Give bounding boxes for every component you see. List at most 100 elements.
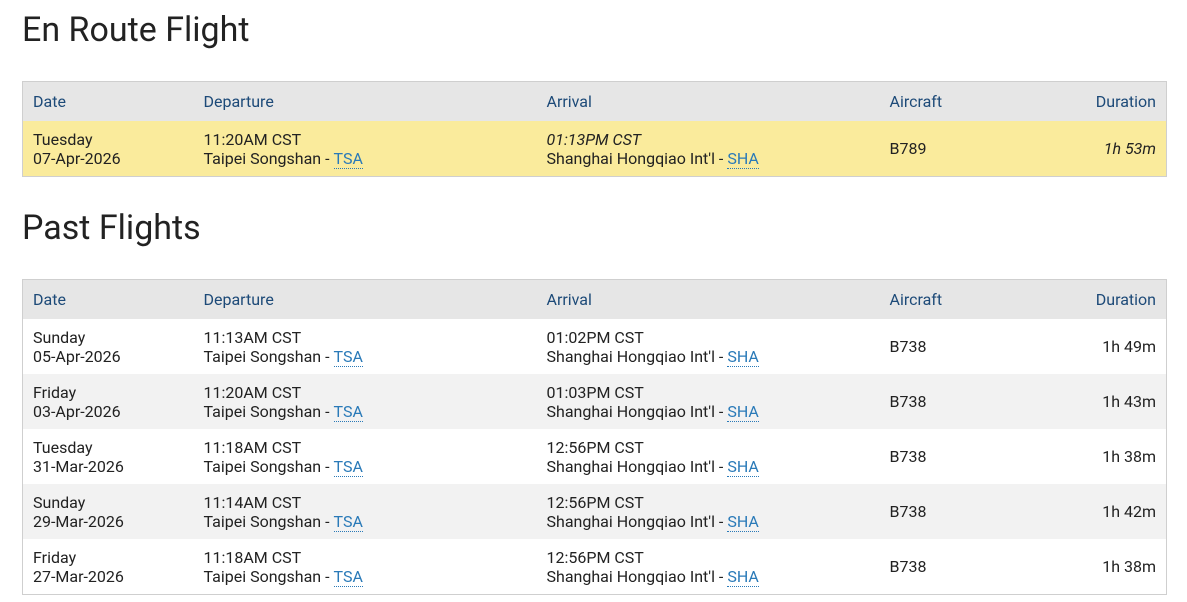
column-header: Aircraft <box>889 81 1030 121</box>
column-header: Departure <box>203 81 547 121</box>
duration: 1h 38m <box>1102 447 1156 466</box>
arrival-cell: 01:13PM CST Shanghai Hongqiao Int'l - SHA <box>547 121 890 177</box>
arrival-time: 12:56PM CST <box>546 547 644 567</box>
flight-row: Friday 27-Mar-2026 11:18AM CST Taipei Songs… <box>23 539 1167 595</box>
date-cell: Friday 27-Mar-2026 <box>23 539 204 595</box>
departure-time: 11:20AM CST <box>203 129 302 149</box>
aircraft: B738 <box>889 502 927 521</box>
aircraft: B738 <box>889 392 927 411</box>
date: 27-Mar-2026 <box>33 566 124 586</box>
airport-code-link[interactable]: SHA <box>727 566 759 587</box>
arrival-cell: 12:56PM CST Shanghai Hongqiao Int'l - SHA <box>547 429 890 484</box>
airport-code-link[interactable]: TSA <box>333 401 363 422</box>
column-header: Arrival <box>546 279 890 319</box>
airport-code-link[interactable]: SHA <box>727 401 759 422</box>
section-title: Past Flights <box>22 208 201 248</box>
airport-name: Shanghai Hongqiao Int'l - <box>546 566 724 586</box>
departure-time: 11:18AM CST <box>203 547 302 567</box>
column-header: Date <box>22 279 204 319</box>
arrival-time: 12:56PM CST <box>546 492 644 512</box>
column-header: Departure <box>203 279 547 319</box>
departure-cell: 11:20AM CST Taipei Songshan - TSA <box>204 121 547 177</box>
flight-table: Date Departure Arrival Aircraft Duration Sund… <box>22 279 1167 595</box>
airport-name: Taipei Songshan - <box>203 401 330 421</box>
airport-code-link[interactable]: TSA <box>333 456 363 477</box>
arrival-cell: 12:56PM CST Shanghai Hongqiao Int'l - SHA <box>547 484 890 539</box>
aircraft: B738 <box>889 557 927 576</box>
airport-name: Taipei Songshan - <box>203 456 330 476</box>
departure-time: 11:20AM CST <box>203 382 302 402</box>
duration: 1h 42m <box>1102 502 1156 521</box>
departure-airport: Taipei Songshan - TSA <box>203 401 547 422</box>
departure-airport: Taipei Songshan - TSA <box>204 346 547 367</box>
departure-cell: 11:18AM CST Taipei Songshan - TSA <box>204 429 547 484</box>
day: Friday <box>33 382 77 402</box>
table-body: Tuesday 07-Apr-2026 11:20AM CST Taipei Song… <box>22 121 1167 177</box>
airport-name: Shanghai Hongqiao Int'l - <box>546 148 724 168</box>
table-head: Date Departure Arrival Aircraft Duration <box>22 81 1167 121</box>
airport-code-link[interactable]: SHA <box>727 456 759 477</box>
airport-code-link[interactable]: SHA <box>727 148 759 169</box>
arrival-airport: Shanghai Hongqiao Int'l - SHA <box>547 346 890 367</box>
table-head: Date Departure Arrival Aircraft Duration <box>22 279 1167 319</box>
airport-code-link[interactable]: TSA <box>333 346 363 367</box>
column-header: Aircraft <box>889 279 1030 319</box>
section-title: En Route Flight <box>22 10 250 50</box>
duration: 1h 38m <box>1102 557 1156 576</box>
column-header: Duration <box>1029 279 1167 319</box>
arrival-airport: Shanghai Hongqiao Int'l - SHA <box>546 566 890 587</box>
date: 29-Mar-2026 <box>33 511 124 531</box>
day: Friday <box>33 547 77 567</box>
arrival-cell: 12:56PM CST Shanghai Hongqiao Int'l - SHA <box>547 539 890 595</box>
airport-code-link[interactable]: TSA <box>333 511 363 532</box>
airport-code-link[interactable]: TSA <box>333 148 363 169</box>
airport-code-link[interactable]: TSA <box>333 566 363 587</box>
flight-row: Tuesday 31-Mar-2026 11:18AM CST Taipei Song… <box>23 429 1167 484</box>
airport-name: Taipei Songshan - <box>203 148 330 168</box>
arrival-time: 01:03PM CST <box>546 382 644 402</box>
departure-cell: 11:13AM CST Taipei Songshan - TSA <box>204 319 547 374</box>
day: Tuesday <box>33 129 93 149</box>
table-body: Sunday 05-Apr-2026 11:13AM CST Taipei Songs… <box>22 319 1167 595</box>
date: 03-Apr-2026 <box>33 401 121 421</box>
aircraft: B789 <box>889 139 927 158</box>
date-cell: Tuesday 07-Apr-2026 <box>23 121 204 177</box>
flight-row: Sunday 05-Apr-2026 11:13AM CST Taipei Songs… <box>23 319 1167 374</box>
departure-time: 11:18AM CST <box>203 437 302 457</box>
column-header: Date <box>22 81 204 121</box>
duration: 1h 49m <box>1102 337 1156 356</box>
duration: 1h 53m <box>1103 139 1156 158</box>
flight-row: Sunday 29-Mar-2026 11:14AM CST Taipei Songs… <box>22 484 1167 539</box>
arrival-airport: Shanghai Hongqiao Int'l - SHA <box>546 401 890 422</box>
date-cell: Friday 03-Apr-2026 <box>23 374 204 429</box>
date: 05-Apr-2026 <box>33 346 121 366</box>
duration: 1h 43m <box>1102 392 1156 411</box>
airport-name: Shanghai Hongqiao Int'l - <box>546 511 724 531</box>
date: 31-Mar-2026 <box>33 456 124 476</box>
day: Tuesday <box>33 437 93 457</box>
departure-time: 11:14AM CST <box>203 492 302 512</box>
date-cell: Tuesday 31-Mar-2026 <box>23 429 204 484</box>
airport-name: Shanghai Hongqiao Int'l - <box>546 401 724 421</box>
departure-cell: 11:14AM CST Taipei Songshan - TSA <box>204 484 547 539</box>
airport-name: Taipei Songshan - <box>203 566 330 586</box>
day: Sunday <box>33 327 86 347</box>
arrival-airport: Shanghai Hongqiao Int'l - SHA <box>546 148 890 169</box>
arrival-time: 01:13PM CST <box>546 129 642 149</box>
day: Sunday <box>33 492 86 512</box>
flight-row: Friday 03-Apr-2026 11:20AM CST Taipei Songs… <box>22 374 1167 429</box>
date-cell: Sunday 05-Apr-2026 <box>23 319 204 374</box>
airport-code-link[interactable]: SHA <box>727 511 759 532</box>
flight-row: Tuesday 07-Apr-2026 11:20AM CST Taipei Song… <box>22 121 1167 177</box>
departure-airport: Taipei Songshan - TSA <box>204 511 547 532</box>
header-row: Date Departure Arrival Aircraft Duration <box>22 279 1167 319</box>
header-row: Date Departure Arrival Aircraft Duration <box>22 81 1167 121</box>
arrival-time: 01:02PM CST <box>546 327 644 347</box>
column-header: Arrival <box>546 81 890 121</box>
departure-cell: 11:18AM CST Taipei Songshan - TSA <box>204 539 547 595</box>
arrival-airport: Shanghai Hongqiao Int'l - SHA <box>547 456 890 477</box>
departure-airport: Taipei Songshan - TSA <box>203 148 547 169</box>
date-cell: Sunday 29-Mar-2026 <box>23 484 204 539</box>
airport-code-link[interactable]: SHA <box>727 346 759 367</box>
